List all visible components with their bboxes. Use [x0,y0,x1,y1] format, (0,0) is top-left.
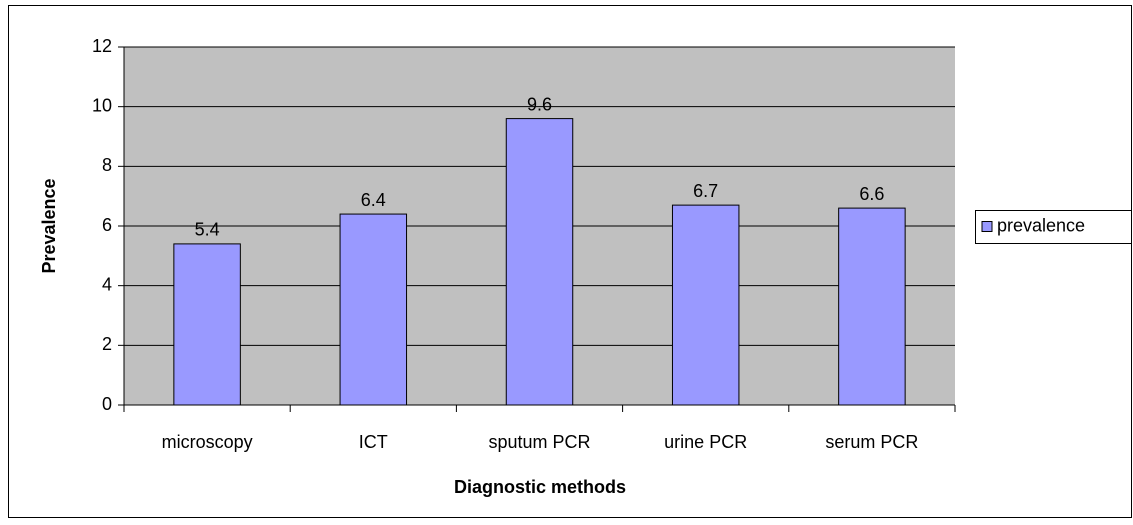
legend-label: prevalence [997,215,1085,235]
x-axis-title: Diagnostic methods [454,477,626,497]
x-tick-label: sputum PCR [488,432,590,452]
data-label: 6.6 [859,184,884,204]
data-label: 5.4 [195,220,220,240]
data-label: 6.7 [693,181,718,201]
y-tick-label: 6 [102,215,112,235]
x-tick-label: ICT [359,432,388,452]
bar [505,118,574,406]
legend-swatch [981,221,993,232]
y-axis-title: Prevalence [39,178,59,273]
y-tick-label: 8 [102,155,112,175]
x-tick-label: microscopy [162,432,253,452]
y-tick-label: 2 [102,334,112,354]
y-tick-label: 4 [102,274,112,294]
y-tick-label: 12 [92,36,112,56]
bar [671,204,740,406]
data-label: 9.6 [527,94,552,114]
x-tick-label: urine PCR [664,432,747,452]
data-label: 6.4 [361,190,386,210]
y-tick-label: 0 [102,394,112,414]
bar [173,243,241,406]
bar [838,207,906,406]
bar [339,213,408,406]
y-tick-label: 10 [92,95,112,115]
x-tick-label: serum PCR [825,432,918,452]
legend-box [975,210,1132,244]
